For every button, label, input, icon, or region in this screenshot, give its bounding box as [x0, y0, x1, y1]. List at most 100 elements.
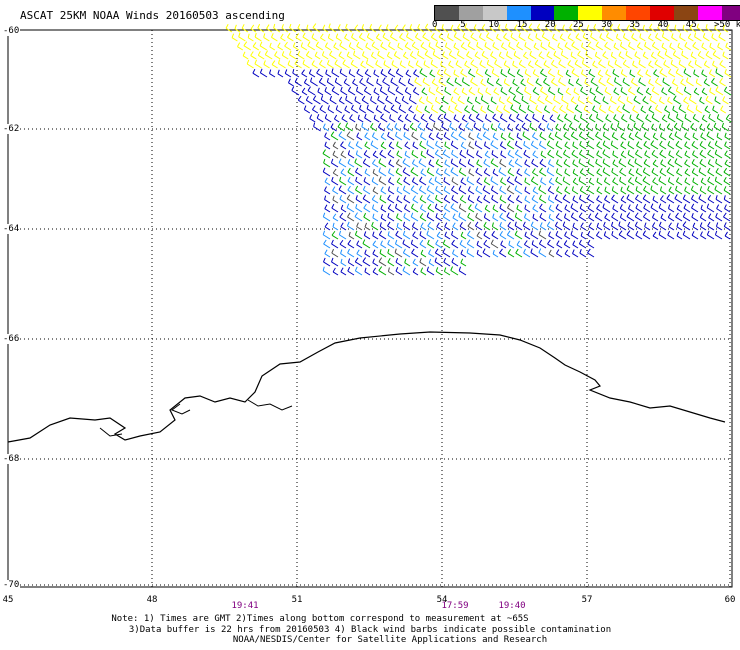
wind-barb [430, 104, 439, 114]
wind-barb [372, 258, 379, 267]
wind-barb [553, 95, 561, 105]
wind-barb [667, 113, 676, 123]
wind-barb [402, 248, 411, 258]
wind-barb [467, 212, 475, 222]
wind-barb [698, 194, 707, 204]
wind-barb [562, 194, 571, 204]
wind-barb [514, 212, 523, 222]
wind-barb [386, 51, 393, 60]
wind-barb [340, 222, 347, 231]
wind-barb [278, 59, 286, 69]
wind-barb [331, 176, 339, 186]
wind-barb [357, 114, 364, 123]
antarctic-coastline [7, 331, 726, 443]
wind-barb [428, 159, 435, 168]
wind-barb [587, 230, 595, 240]
wind-barb [667, 96, 673, 105]
wind-barb [372, 204, 379, 213]
wind-barb [486, 32, 494, 42]
wind-barb [369, 23, 377, 33]
wind-barb [428, 132, 435, 141]
wind-barb [504, 23, 513, 33]
wind-barb [452, 222, 459, 231]
wind-barb [570, 131, 579, 141]
wind-barb [451, 258, 459, 267]
wind-barb [723, 212, 731, 222]
wind-barb [359, 77, 366, 87]
wind-barb [483, 239, 491, 249]
wind-barb [345, 23, 353, 33]
wind-barb [491, 150, 499, 159]
wind-barb [658, 96, 665, 105]
wind-barb [514, 230, 523, 240]
wind-barb [500, 42, 508, 51]
wind-barb [410, 239, 419, 249]
wind-barb [594, 51, 601, 60]
wind-barb [691, 194, 699, 204]
wind-barb [545, 24, 553, 33]
wind-barb [334, 59, 342, 69]
wind-barb [347, 150, 355, 159]
wind-barb [553, 24, 561, 33]
wind-barb [572, 168, 579, 177]
wind-barb [592, 60, 598, 69]
wind-barb [492, 132, 499, 141]
wind-barb [467, 230, 475, 240]
wind-barb [690, 51, 697, 60]
wind-barb [242, 51, 249, 60]
wind-barb [281, 24, 289, 33]
wind-barb [476, 42, 484, 51]
wind-barb [507, 249, 515, 258]
wind-barb [643, 140, 651, 150]
wind-barb [305, 95, 313, 105]
wind-barb [421, 87, 428, 96]
wind-barb [676, 204, 683, 213]
wind-barb [723, 222, 731, 231]
wind-barb [442, 239, 451, 249]
wind-barb [563, 213, 571, 222]
legend-swatch [673, 6, 698, 20]
wind-barb [620, 141, 627, 150]
wind-barb [619, 167, 627, 177]
wind-barb [403, 132, 411, 141]
wind-barb [588, 213, 595, 222]
wind-barb [442, 149, 451, 159]
wind-barb [317, 87, 324, 96]
wind-barb [675, 150, 683, 159]
wind-barb [322, 266, 331, 276]
wind-barb [692, 177, 699, 186]
wind-barb [427, 203, 435, 213]
wind-barb [692, 132, 699, 141]
wind-barb [328, 23, 337, 33]
wind-barb [564, 113, 572, 123]
wind-barb [627, 159, 635, 168]
wind-barb [636, 87, 644, 96]
legend-label: 20 [544, 20, 556, 30]
wind-barb [719, 77, 726, 87]
wind-barb [436, 222, 443, 231]
wind-barb [333, 114, 340, 123]
wind-barb [284, 69, 292, 78]
wind-barb [269, 69, 276, 78]
wind-barb [512, 95, 521, 105]
wind-barb [579, 186, 587, 195]
wind-barb [426, 167, 435, 177]
pass-time-1: 19:41 [231, 601, 259, 611]
wind-barb [289, 50, 297, 60]
wind-barb [451, 177, 459, 186]
wind-barb [468, 204, 475, 213]
wind-barb [402, 230, 411, 240]
wind-barb [395, 267, 403, 276]
wind-barb [723, 167, 731, 177]
wind-barb [323, 239, 331, 249]
wind-barb [699, 149, 707, 159]
wind-barb [348, 69, 356, 78]
wind-barb [401, 95, 409, 105]
wind-barb [516, 69, 524, 78]
wind-barb [715, 195, 723, 204]
wind-barb [609, 24, 617, 33]
wind-barb [531, 168, 539, 177]
wind-barb [660, 213, 667, 222]
wind-barb [514, 221, 523, 231]
wind-barb [547, 149, 555, 159]
